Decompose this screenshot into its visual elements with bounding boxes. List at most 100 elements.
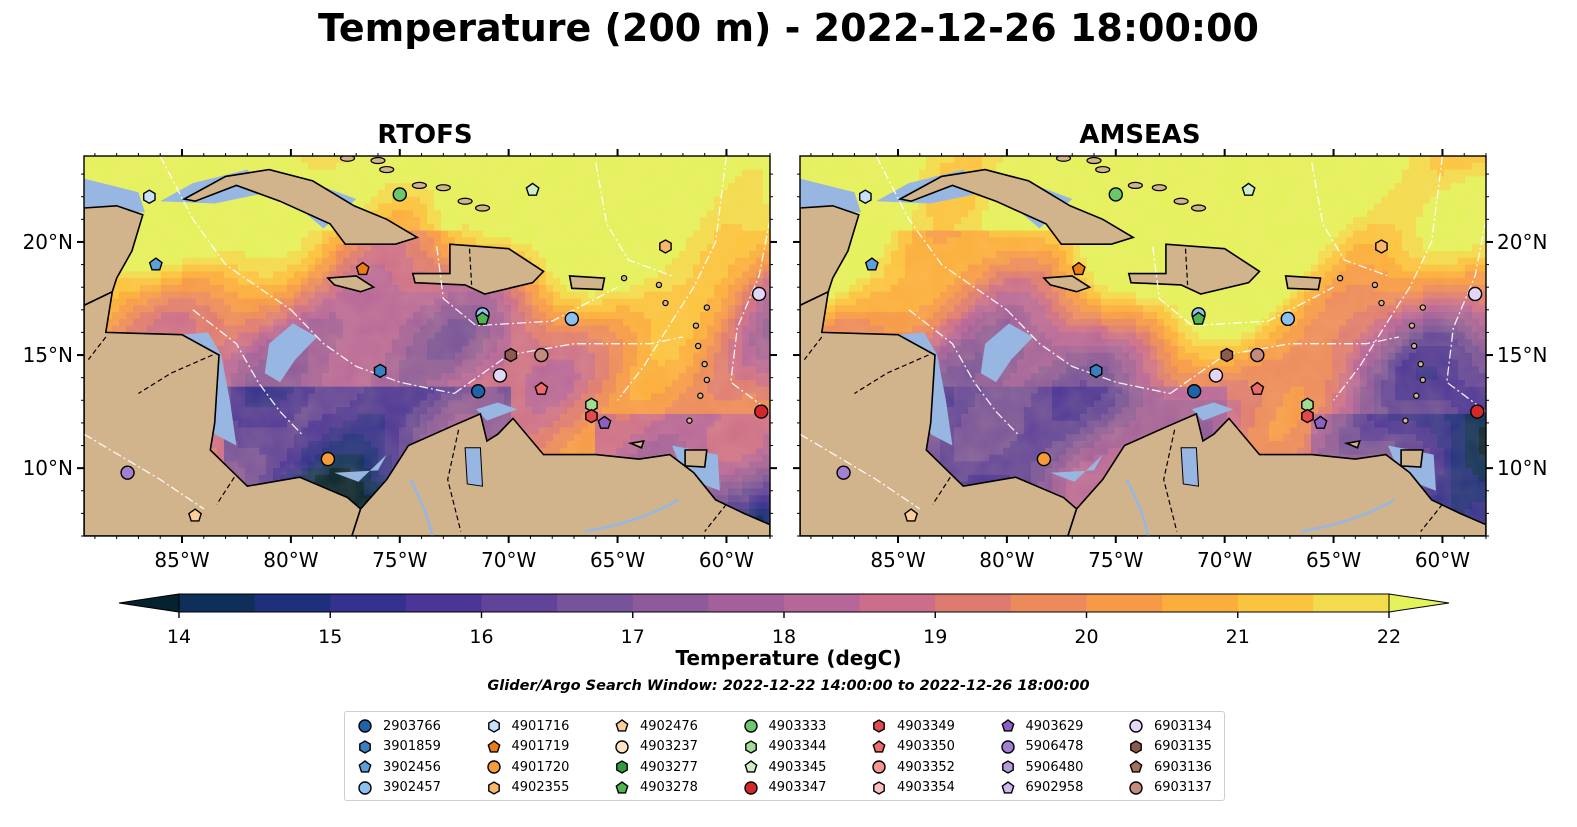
legend-marker-icon — [1000, 740, 1015, 754]
legend-label: 4903333 — [768, 718, 827, 734]
rtofs-island-0 — [703, 304, 711, 311]
rtofs-float-4902476-23 — [188, 508, 203, 522]
legend-item: 4903352 — [871, 757, 955, 778]
legend-label: 4903345 — [768, 759, 827, 775]
colorbar-tick-label: 19 — [923, 626, 947, 648]
rtofs-float-3902456-1 — [148, 257, 163, 271]
legend-marker-icon — [743, 719, 758, 733]
amseas-float-2903766-15 — [1186, 384, 1202, 399]
amseas-island-2 — [1410, 342, 1418, 350]
rtofs-border-4 — [87, 336, 107, 360]
legend-label: 4903629 — [1025, 718, 1084, 734]
legend-marker-icon — [358, 781, 372, 795]
legend-marker — [358, 719, 372, 733]
amseas-float-4901720-21 — [1036, 451, 1052, 467]
legend-item: 2903766 — [357, 716, 441, 737]
legend-marker — [1129, 719, 1143, 733]
panel-title-amseas: AMSEAS — [1079, 120, 1201, 150]
colorbar-bin — [1237, 594, 1314, 612]
amseas-border-2 — [1163, 429, 1178, 532]
legend-label: 6903135 — [1154, 739, 1212, 755]
rtofs-bahamas-0 — [332, 144, 346, 150]
legend-item: 5906478 — [1000, 737, 1084, 758]
rtofs-shelf-1 — [264, 323, 317, 383]
amseas-float-3902456-1 — [864, 257, 879, 271]
amseas-float-markers — [836, 182, 1486, 522]
rtofs-bahamas-7 — [474, 204, 491, 212]
legend-marker — [743, 760, 758, 773]
legend-marker — [743, 719, 758, 733]
legend-marker-icon — [1129, 760, 1143, 773]
amseas-bahamas-5 — [1151, 184, 1167, 192]
amseas-eez-line-0 — [875, 156, 1008, 311]
legend-item: 6903135 — [1128, 737, 1212, 758]
legend-marker-icon — [1129, 781, 1143, 795]
amseas-float-4901719-4 — [1071, 261, 1086, 276]
amseas-eez-line-1 — [1006, 309, 1171, 395]
legend-marker — [1000, 740, 1015, 754]
amseas-river-orinoco — [1300, 498, 1396, 533]
colorbar-tick-label: 15 — [318, 626, 342, 648]
legend-marker-icon — [743, 781, 758, 795]
rtofs-island-7 — [662, 299, 669, 307]
legend-marker — [743, 781, 758, 795]
amseas-land-trinidad — [1400, 449, 1424, 468]
legend-marker — [1000, 780, 1015, 794]
legend-marker-icon — [615, 719, 629, 732]
amseas-float-3902457-8 — [1280, 311, 1296, 327]
legend-label: 5906480 — [1025, 759, 1084, 775]
amseas-shelf-2 — [1050, 454, 1103, 482]
legend-marker-icon — [1001, 760, 1014, 775]
legend-label: 4901716 — [511, 718, 570, 734]
rtofs-island-9 — [620, 274, 628, 282]
rtofs-bahamas-5 — [435, 184, 451, 192]
legend-label: 4903278 — [640, 780, 698, 796]
rtofs-eez-line-0 — [159, 156, 292, 311]
rtofs-eez-line-4 — [595, 162, 673, 277]
rtofs-island-3 — [701, 360, 708, 368]
legend-marker-icon — [1000, 780, 1015, 794]
amseas-float-4903350-16 — [1250, 381, 1265, 395]
amseas-island-0 — [1419, 304, 1427, 311]
amseas-island-1 — [1408, 322, 1416, 329]
legend-label: 4903349 — [897, 718, 955, 734]
legend-column: 4903349 4903350 4903352 4903354 — [871, 716, 955, 798]
rtofs-float-3902457-8 — [564, 311, 580, 327]
rtofs-land-margarita — [627, 439, 645, 449]
legend-label: 5906478 — [1025, 739, 1084, 755]
amseas-land-jamaica — [1042, 275, 1092, 293]
rtofs-x-tick-label: 75°W — [372, 548, 427, 572]
legend-marker — [359, 739, 371, 754]
amseas-bahamas-1 — [1055, 156, 1072, 162]
float-legend: 2903766 3901859 3902456 3902457 4901716 49017… — [344, 711, 1225, 801]
legend-marker — [1129, 760, 1143, 773]
amseas-float-6903137-13 — [1250, 347, 1265, 363]
amseas-float-4903347-20 — [1470, 404, 1485, 419]
amseas-y-tick-label: 20°N — [1497, 230, 1547, 254]
legend-item: 4901719 — [486, 737, 569, 758]
amseas-eez-line-2 — [1169, 336, 1400, 395]
amseas-land-puerto-rico — [1284, 275, 1322, 291]
legend-marker — [1130, 739, 1142, 754]
amseas-float-4903349-18 — [1301, 408, 1314, 424]
colorbar-bin — [1086, 594, 1163, 612]
legend-item: 3902457 — [357, 778, 441, 799]
amseas-x-tick-label: 85°W — [870, 548, 925, 572]
legend-marker-icon — [873, 780, 885, 795]
amseas-island-9 — [1336, 274, 1344, 282]
rtofs-float-3901859-11 — [373, 363, 387, 379]
legend-column: 4903333 4903344 4903345 4903347 — [743, 716, 827, 798]
legend-marker — [1001, 760, 1014, 775]
rtofs-island-5 — [697, 392, 704, 399]
legend-marker — [358, 760, 372, 773]
amseas-float-6903135-12 — [1220, 347, 1234, 363]
colorbar-tick-label: 20 — [1074, 626, 1098, 648]
amseas-x-tick-label: 60°W — [1415, 548, 1470, 572]
legend-label: 4903347 — [768, 780, 827, 796]
legend-marker — [487, 780, 500, 795]
amseas-bahamas-8 — [1076, 133, 1090, 139]
legend-marker — [872, 760, 886, 774]
rtofs-eez-line-2 — [453, 336, 684, 395]
amseas-x-tick-label: 80°W — [979, 548, 1034, 572]
rtofs-island-8 — [655, 281, 663, 289]
